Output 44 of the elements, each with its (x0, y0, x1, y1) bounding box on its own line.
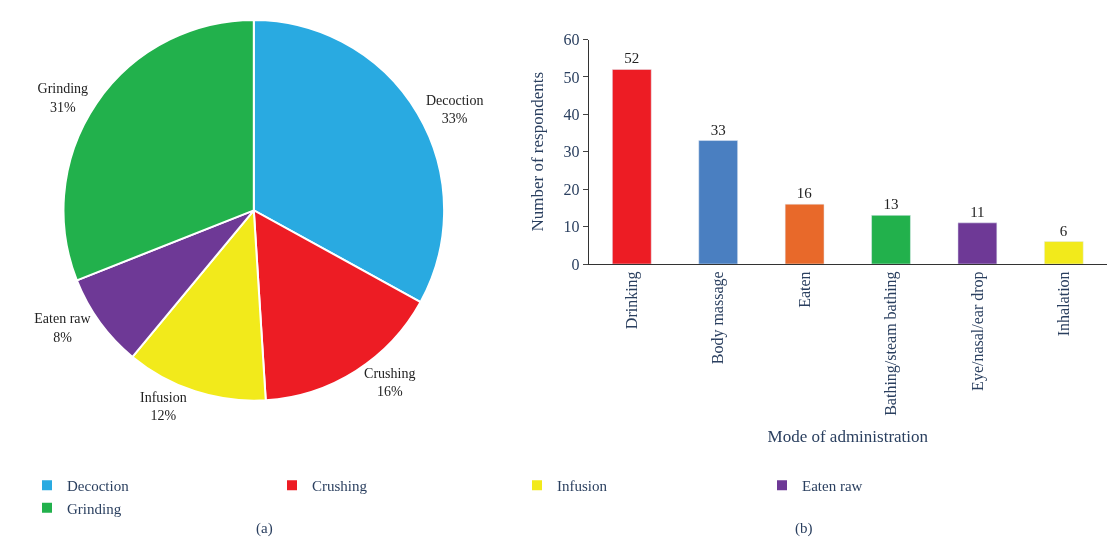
slice-label: Infusion (140, 389, 187, 405)
data-label: 31% (49, 99, 76, 115)
y-tick-label: 50 (563, 68, 580, 86)
data-label: 13 (883, 196, 899, 213)
legend-label: Infusion (557, 478, 608, 495)
data-label: 6 (1059, 222, 1068, 239)
bar (612, 69, 652, 264)
bar (698, 140, 738, 264)
data-label: 16 (796, 185, 813, 202)
legend-label: Grinding (67, 500, 122, 517)
y-tick-label: 10 (563, 218, 580, 236)
text: (b) (795, 520, 813, 537)
data-label: 33 (710, 121, 726, 138)
data-label: 8% (53, 329, 73, 345)
x-tick-label: Bathing/steam bathing (882, 271, 901, 416)
data-label: 16% (376, 384, 403, 400)
slice-label: Grinding (37, 81, 89, 97)
y-tick-label: 20 (563, 180, 580, 198)
x-tick-label: Eaten (795, 271, 813, 308)
legend-label: Decoction (67, 478, 130, 495)
slice-label: Decoction (425, 92, 484, 108)
x-tick-label: Eye/nasal/ear drop (968, 271, 987, 391)
x-tick-label: Drinking (623, 271, 641, 330)
slice-label: Crushing (364, 366, 416, 382)
data-label: 52 (624, 50, 640, 67)
y-tick-label: 0 (571, 255, 580, 273)
text: (a) (256, 520, 273, 537)
data-label: 12% (150, 407, 177, 423)
y-tick-label: 30 (563, 143, 580, 161)
legend-label: Crushing (312, 478, 368, 495)
bar (1044, 241, 1084, 264)
bar (957, 222, 998, 264)
bar (871, 215, 911, 264)
x-tick-label: Inhalation (1055, 271, 1072, 337)
data-label: 33% (441, 110, 468, 126)
bar (784, 203, 825, 264)
x-axis-title: Mode of administration (767, 427, 929, 447)
data-label: 11 (970, 203, 985, 220)
legend-label: Eaten raw (802, 478, 863, 495)
y-tick-label: 60 (563, 31, 580, 49)
y-tick-label: 40 (563, 105, 580, 123)
slice-label: Eaten raw (34, 311, 92, 327)
x-tick-label: Body massage (709, 271, 728, 365)
y-axis-title: Number of respondents (527, 71, 547, 232)
